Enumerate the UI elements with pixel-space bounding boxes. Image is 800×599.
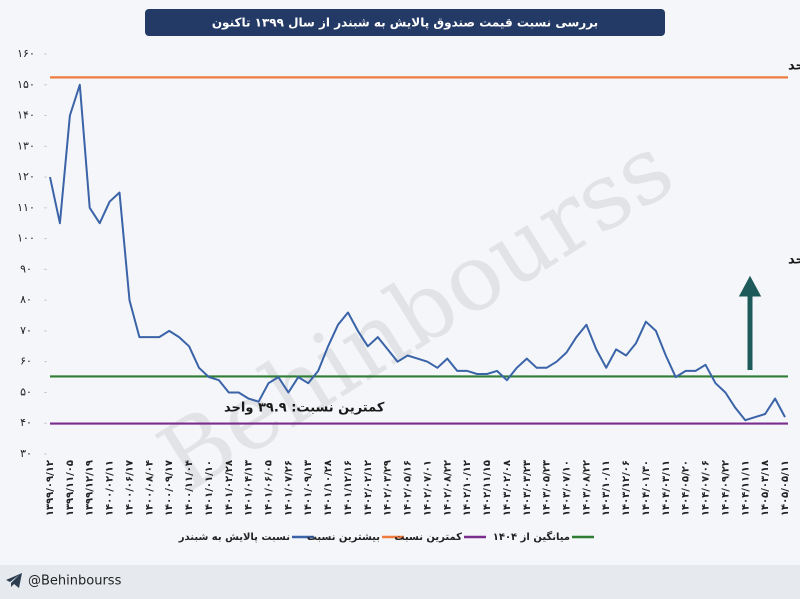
y-tick-label: ۴۰: [20, 416, 32, 429]
annotation: بیشترین نسبت: ۱۵۲.۴واحد: [788, 59, 800, 74]
x-tick-label: ۱۴۰۲/۰۸/۲۲: [442, 460, 453, 516]
x-tick-label: ۱۳۹۹/۱۱/۰۵: [65, 460, 76, 516]
annotation: میانگین از سال ۱۴۰۴: ۵۵.۲واحد: [788, 252, 800, 268]
x-tick-label: ۱۳۹۹/۰۹/۱۲: [45, 460, 56, 516]
x-tick-label: ۱۴۰۳/۱۲/۰۶: [621, 460, 632, 516]
x-tick-label: ۱۴۰۳/۰۲/۰۸: [502, 460, 513, 516]
y-tick-label: ۱۴۰: [17, 109, 35, 122]
x-tick-label: ۱۴۰۱/۰۹/۱۳: [303, 460, 314, 516]
x-tick-label: ۱۴۰۳/۰۵/۲۳: [542, 460, 553, 516]
y-tick-label: ۶۰: [20, 355, 32, 368]
x-tick-label: ۱۴۰۳/۱۰/۱۱: [601, 460, 612, 516]
chart-title: بررسی نسبت قیمت صندوق پالایش به شبندر از…: [212, 16, 598, 31]
x-tick-label: ۱۴۰۰/۰۸/۰۴: [144, 460, 155, 516]
y-tick-label: ۷۰: [20, 324, 32, 337]
x-tick-label: ۱۴۰۱/۰۴/۱۳: [244, 460, 255, 516]
y-tick-label: ۸۰: [20, 293, 32, 306]
y-tick-label: ۱۵۰: [17, 78, 35, 91]
x-tick-label: ۱۴۰۴/۱۱/۱۱: [740, 460, 751, 516]
x-tick-label: ۱۴۰۴/۰۹/۲۲: [720, 460, 731, 516]
x-tick-label: ۱۴۰۱/۱۲/۱۶: [343, 460, 354, 516]
x-tick-label: ۱۴۰۱/۱۰/۲۸: [323, 460, 334, 516]
x-tick-label: ۱۴۰۳/۰۳/۲۳: [522, 460, 533, 516]
x-tick-label: ۱۴۰۴/۰۱/۳۰: [641, 460, 652, 516]
x-tick-label: ۱۴۰۴/۰۵/۲۰: [681, 460, 692, 516]
x-tick-label: ۱۴۰۲/۱۰/۱۲: [462, 460, 473, 516]
x-tick-label: ۱۴۰۰/۱۱/۰۴: [184, 460, 195, 516]
x-tick-label: ۱۴۰۲/۰۳/۲۹: [383, 460, 394, 516]
x-tick-label: ۱۳۹۹/۱۲/۱۹: [85, 460, 96, 516]
x-tick-label: ۱۴۰۰/۰۹/۱۷: [164, 460, 175, 516]
series-line: [49, 83, 786, 422]
arrow: [738, 275, 762, 370]
y-tick-label: ۱۱۰: [17, 201, 35, 214]
x-tick-label: ۱۴۰۰/۰۲/۱۱: [105, 460, 116, 516]
x-tick-label: ۱۴۰۱/۰۱/۱۰: [204, 460, 215, 516]
legend-label: بیشترین نسبت: [307, 532, 380, 543]
telegram-icon: [6, 573, 22, 588]
legend-label: کمترین نسبت: [394, 532, 462, 543]
x-tick-label: ۱۴۰۵/۰۳/۱۸: [760, 460, 771, 516]
x-tick-label: ۱۴۰۰/۰۶/۱۷: [124, 460, 135, 516]
y-tick-label: ۵۰: [20, 385, 32, 398]
x-tick-label: ۱۴۰۲/۰۵/۱۶: [403, 460, 414, 516]
y-tick-label: ۳۰: [20, 447, 32, 460]
legend-label: نسبت پالایش به شبندر: [178, 532, 290, 543]
x-tick-label: ۱۴۰۵/۰۵/۱۱: [780, 460, 791, 516]
y-tick-label: ۱۶۰: [17, 47, 35, 60]
y-tick-label: ۹۰: [20, 262, 32, 275]
x-tick-label: ۱۴۰۴/۰۷/۰۶: [701, 460, 712, 516]
footer-handle: @Behinbourss: [28, 574, 122, 589]
x-tick-label: ۱۴۰۲/۰۷/۰۱: [422, 460, 433, 516]
y-tick-label: ۱۳۰: [17, 139, 35, 152]
title-box: [145, 9, 665, 36]
x-tick-label: ۱۴۰۲/۰۲/۱۲: [363, 460, 374, 516]
y-tick-label: ۱۰۰: [17, 232, 35, 245]
x-tick-label: ۱۴۰۱/۰۶/۰۵: [264, 460, 275, 516]
footer-bar: [0, 565, 800, 599]
annotation: کمترین نسبت: ۳۹.۹ واحد: [224, 401, 385, 416]
x-tick-label: ۱۴۰۳/۰۷/۱۰: [561, 460, 572, 516]
x-tick-label: ۱۴۰۱/۰۲/۲۸: [224, 460, 235, 516]
x-tick-label: ۱۴۰۱/۰۷/۲۶: [283, 460, 294, 516]
x-tick-label: ۱۴۰۳/۰۸/۲۲: [581, 460, 592, 516]
x-tick-label: ۱۴۰۴/۰۳/۱۱: [661, 460, 672, 516]
legend-label: میانگین از ۱۴۰۴: [493, 530, 570, 543]
y-tick-label: ۱۲۰: [17, 170, 35, 183]
x-tick-label: ۱۴۰۲/۱۱/۱۵: [482, 460, 493, 516]
